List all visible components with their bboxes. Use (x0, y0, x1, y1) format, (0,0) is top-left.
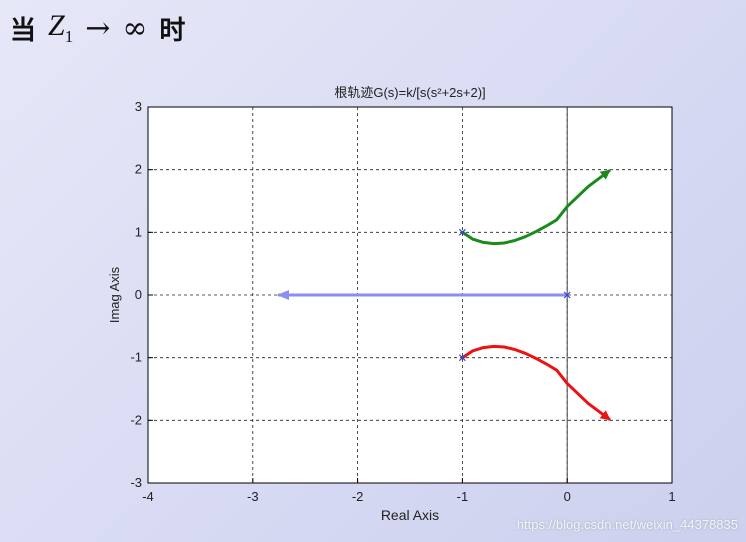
tick-label-x-4: 0 (564, 489, 571, 504)
heading-subscript: 1 (64, 27, 74, 46)
heading-prefix: 当 (10, 15, 37, 46)
x-axis-label: Real Axis (381, 507, 439, 523)
tick-label-y-4: 1 (135, 224, 142, 239)
pole-marker-1 (458, 354, 466, 362)
tick-label-y-5: 2 (135, 162, 142, 177)
tick-label-y-0: -3 (130, 475, 142, 490)
pole-marker-2 (563, 291, 571, 299)
watermark-text: https://blog.csdn.net/weixin_44378835 (516, 517, 738, 532)
tick-label-y-6: 3 (135, 99, 142, 114)
heading-infinity: ∞ (122, 10, 148, 46)
heading-suffix: 时 (159, 15, 186, 46)
tick-label-x-5: 1 (668, 489, 675, 504)
tick-label-x-1: -3 (247, 489, 259, 504)
chart-title: 根轨迹G(s)=k/[s(s²+2s+2)] (334, 85, 485, 100)
pole-marker-0 (458, 228, 466, 236)
tick-label-y-1: -2 (130, 412, 142, 427)
tick-label-y-3: 0 (135, 287, 142, 302)
tick-label-x-2: -2 (352, 489, 364, 504)
tick-label-x-0: -4 (142, 489, 154, 504)
tick-label-y-2: -1 (130, 350, 142, 365)
heading-variable: Z1 (48, 9, 74, 46)
slide-heading: 当 Z1 → ∞ 时 (10, 8, 185, 48)
y-axis-label: Imag Axis (107, 266, 122, 323)
locus-branch-upper (460, 169, 611, 246)
locus-branch-lower (460, 344, 611, 421)
heading-arrow: → (85, 10, 111, 46)
tick-label-x-3: -1 (457, 489, 469, 504)
series-layer (277, 169, 611, 421)
